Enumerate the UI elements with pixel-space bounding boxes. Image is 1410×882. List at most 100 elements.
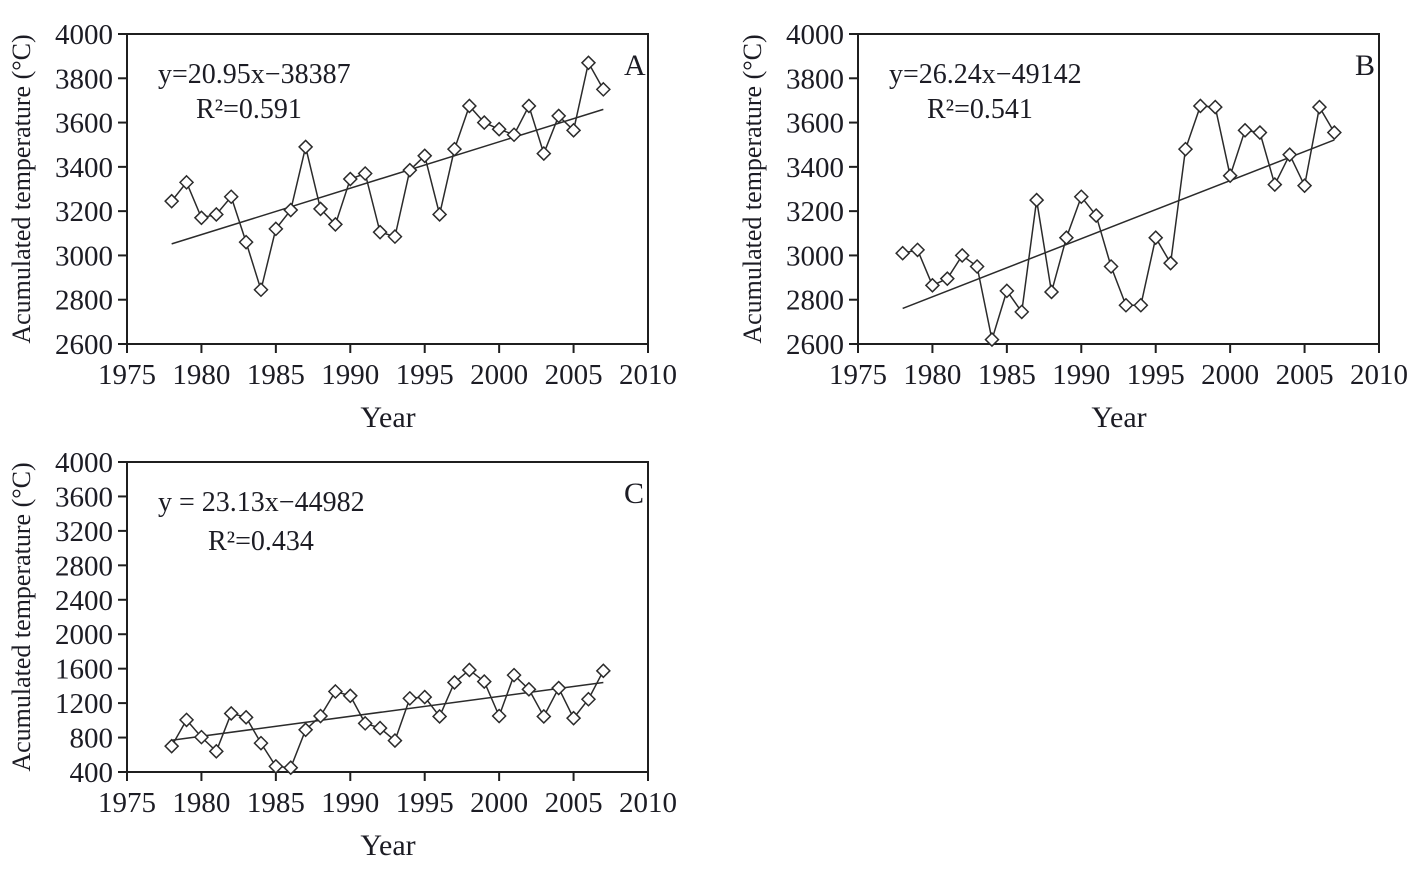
y-tick-label: 800	[70, 723, 114, 755]
data-point	[969, 258, 985, 275]
r-squared-label: R²=0.541	[927, 94, 1033, 125]
data-point	[1014, 304, 1030, 320]
data-point	[327, 683, 343, 700]
y-tick-label: 2800	[55, 285, 113, 317]
y-tick-label: 3200	[55, 516, 113, 548]
x-axis-title: Year	[1091, 401, 1146, 434]
data-point	[223, 189, 239, 205]
plot-layer: 2600 2800 3000 3200 3400 3600 3800 4000 1975 1980…	[55, 19, 677, 391]
x-tick-label: 1995	[1127, 359, 1185, 391]
data-point	[1282, 147, 1298, 163]
data-point	[342, 171, 358, 187]
data-point	[238, 709, 254, 725]
y-tick-label: 2800	[786, 285, 844, 317]
x-tick-label: 1985	[247, 359, 305, 391]
data-point	[566, 122, 582, 138]
data-point	[178, 712, 195, 728]
x-axis-title: Year	[360, 829, 415, 862]
data-point	[551, 108, 567, 124]
x-tick-label: 2010	[619, 787, 677, 819]
y-tick-label: 1200	[55, 688, 113, 720]
y-tick-label: 3800	[55, 63, 113, 95]
data-point	[312, 708, 329, 724]
data-point	[372, 224, 388, 240]
data-point	[268, 221, 284, 237]
x-tick-label: 2005	[545, 359, 603, 391]
trend-line	[171, 108, 604, 245]
plot-frame	[126, 33, 649, 345]
data-point	[506, 127, 522, 143]
x-tick-label: 2005	[1276, 359, 1334, 391]
data-point	[595, 663, 611, 679]
x-tick-label: 1975	[829, 359, 887, 391]
y-tick-label: 3400	[55, 152, 113, 184]
data-point	[238, 234, 254, 250]
data-point	[357, 165, 373, 182]
panel-letter: B	[1355, 49, 1375, 82]
x-tick-label: 2010	[619, 359, 677, 391]
data-point	[417, 689, 433, 705]
y-tick-label: 2000	[55, 619, 113, 651]
data-point	[1103, 258, 1119, 275]
data-point	[253, 735, 269, 751]
x-tick-label: 1990	[321, 787, 379, 819]
y-tick-label: 4000	[55, 447, 113, 479]
data-point	[417, 148, 433, 164]
y-axis-title: Acumulated temperature (°C)	[7, 34, 36, 343]
x-tick-label: 1980	[172, 787, 230, 819]
data-point	[283, 760, 299, 776]
data-point	[1252, 124, 1268, 141]
data-point	[536, 146, 552, 162]
x-tick-label: 1995	[396, 787, 454, 819]
data-point	[984, 332, 1000, 348]
data-point	[432, 708, 448, 725]
x-tick-label: 1985	[978, 359, 1036, 391]
data-point	[193, 729, 209, 745]
chart-b-canvas: 2600 2800 3000 3200 3400 3600 3800 4000 1975 1980…	[738, 19, 1408, 434]
data-point	[1222, 168, 1238, 184]
equation-label: y=20.95x−38387	[158, 59, 351, 90]
data-point	[342, 688, 358, 704]
data-point	[1237, 122, 1253, 138]
data-point	[1118, 297, 1134, 313]
data-point	[461, 98, 477, 114]
data-point	[521, 98, 537, 114]
x-tick-label: 1995	[396, 359, 454, 391]
data-point	[954, 247, 970, 263]
data-point	[491, 708, 507, 724]
data-point	[312, 201, 329, 217]
data-point	[595, 81, 611, 97]
data-point	[178, 174, 195, 190]
y-tick-label: 2600	[55, 329, 113, 361]
data-point	[521, 681, 537, 697]
y-tick-label: 400	[70, 757, 114, 789]
data-point	[924, 277, 940, 293]
data-point	[223, 705, 239, 722]
data-point	[1073, 189, 1089, 205]
y-tick-label: 3600	[55, 481, 113, 513]
data-point	[580, 55, 597, 71]
y-tick-label: 2400	[55, 585, 113, 617]
data-point	[1177, 141, 1194, 157]
data-point	[536, 708, 552, 725]
data-point	[1029, 192, 1045, 208]
y-tick-label: 3400	[786, 152, 844, 184]
series-line	[171, 60, 604, 293]
data-point	[387, 229, 403, 245]
y-tick-label: 3200	[55, 196, 113, 228]
data-point	[1326, 124, 1342, 141]
data-point	[208, 206, 224, 223]
equation-label: y = 23.13x−44982	[158, 487, 365, 518]
data-point	[327, 216, 343, 232]
r-squared-label: R²=0.434	[208, 526, 314, 557]
x-tick-label: 1980	[903, 359, 961, 391]
y-tick-label: 2800	[55, 550, 113, 582]
data-point	[909, 242, 926, 258]
y-tick-label: 4000	[786, 19, 844, 51]
data-point	[1207, 99, 1223, 115]
data-point	[446, 141, 463, 157]
data-point	[1088, 208, 1104, 224]
data-point	[1148, 230, 1164, 246]
x-tick-label: 2000	[470, 787, 528, 819]
